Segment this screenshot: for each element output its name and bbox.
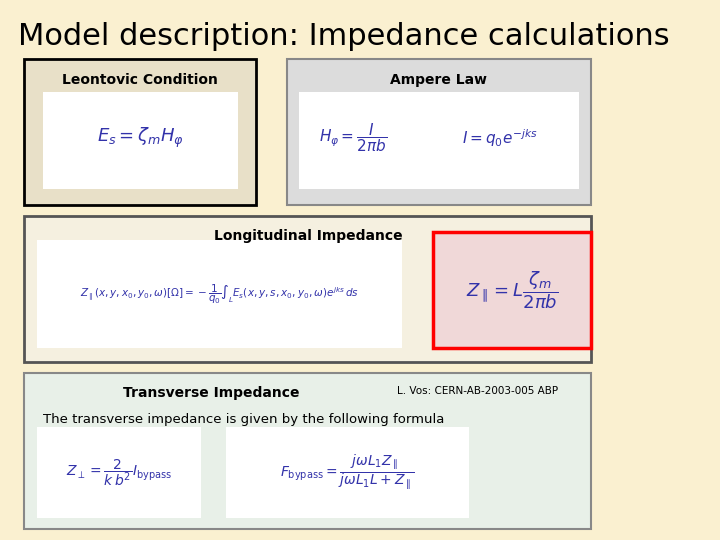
Text: Ampere Law: Ampere Law [390,73,487,87]
Text: Leontovic Condition: Leontovic Condition [62,73,218,87]
FancyBboxPatch shape [299,92,579,189]
Text: $Z_\perp = \dfrac{2}{k\,b^2} I_{\mathrm{bypass}}$: $Z_\perp = \dfrac{2}{k\,b^2} I_{\mathrm{… [66,457,172,488]
Text: $H_\varphi = \dfrac{I}{2\pi b}$: $H_\varphi = \dfrac{I}{2\pi b}$ [320,122,387,154]
Text: $I = q_0 e^{-jks}$: $I = q_0 e^{-jks}$ [462,127,538,148]
Text: L. Vos: CERN-AB-2003-005 ABP: L. Vos: CERN-AB-2003-005 ABP [397,386,559,396]
Text: $E_s = \zeta_m H_\varphi$: $E_s = \zeta_m H_\varphi$ [96,126,184,150]
Text: Model description: Impedance calculations: Model description: Impedance calculation… [18,22,670,51]
FancyBboxPatch shape [37,240,402,348]
FancyBboxPatch shape [24,59,256,205]
FancyBboxPatch shape [42,92,238,189]
Text: $Z_\parallel = L\dfrac{\zeta_m}{2\pi b}$: $Z_\parallel = L\dfrac{\zeta_m}{2\pi b}$ [466,269,558,311]
Text: $Z_\parallel(x,y,x_0,y_0,\omega)[\Omega] = -\dfrac{1}{q_0}\int_L E_s(x,y,s,x_0,y: $Z_\parallel(x,y,x_0,y_0,\omega)[\Omega]… [80,282,359,306]
FancyBboxPatch shape [287,59,591,205]
FancyBboxPatch shape [24,373,591,529]
FancyBboxPatch shape [37,427,201,518]
Text: Longitudinal Impedance: Longitudinal Impedance [214,230,402,244]
Text: $F_{\mathrm{bypass}} = \dfrac{j\omega L_1 Z_\parallel}{j\omega L_1 L + Z_\parall: $F_{\mathrm{bypass}} = \dfrac{j\omega L_… [280,453,415,492]
FancyBboxPatch shape [24,216,591,362]
Text: Transverse Impedance: Transverse Impedance [123,386,300,400]
Text: The transverse impedance is given by the following formula: The transverse impedance is given by the… [42,413,444,426]
FancyBboxPatch shape [433,232,591,348]
FancyBboxPatch shape [225,427,469,518]
